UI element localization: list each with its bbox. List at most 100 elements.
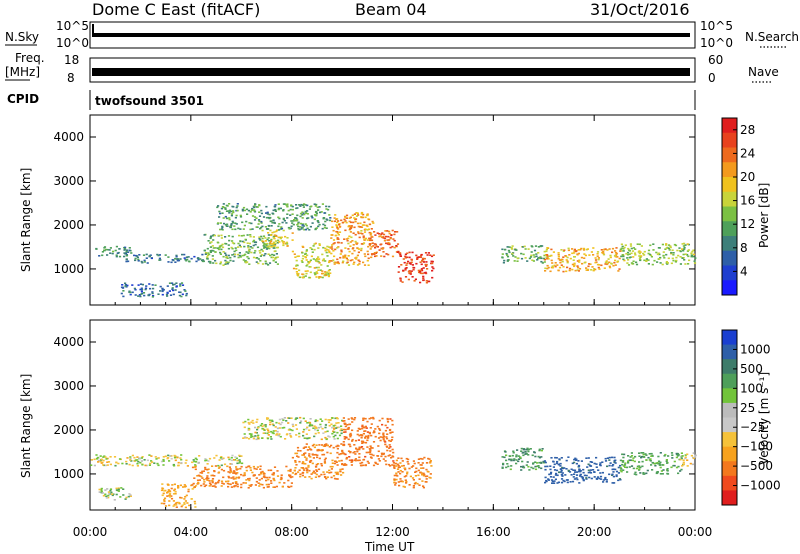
echo-cell	[328, 269, 331, 271]
echo-cell	[264, 240, 267, 242]
echo-cell	[402, 269, 405, 272]
echo-cell	[568, 471, 572, 473]
echo-cell	[532, 462, 535, 464]
echo-cell	[129, 494, 132, 496]
echo-cell	[249, 467, 252, 469]
echo-cell	[320, 438, 323, 441]
echo-cell	[254, 203, 257, 206]
echo-cell	[271, 221, 274, 224]
colorbar-tick-label: 20	[740, 170, 755, 184]
echo-cell	[587, 457, 590, 459]
echo-cell	[314, 242, 317, 245]
echo-cell	[505, 466, 508, 469]
echo-cell	[647, 259, 650, 261]
echo-cell	[548, 473, 551, 476]
echo-cell	[267, 478, 270, 481]
echo-cell	[366, 460, 369, 463]
echo-cell	[338, 226, 341, 228]
echo-cell	[299, 215, 302, 218]
echo-cell	[199, 471, 202, 474]
echo-cell	[391, 464, 394, 466]
echo-cell	[426, 475, 429, 477]
echo-cell	[115, 461, 118, 464]
echo-cell	[588, 471, 592, 473]
echo-cell	[267, 434, 270, 436]
echo-cell	[355, 256, 358, 259]
echo-cell	[370, 417, 373, 419]
echo-cell	[408, 251, 411, 254]
echo-cell	[121, 284, 124, 286]
echo-cell	[566, 260, 569, 263]
echo-cell	[335, 218, 338, 221]
echo-cell	[365, 224, 368, 227]
echo-cell	[318, 276, 321, 278]
echo-cell	[310, 424, 313, 426]
echo-cell	[297, 225, 300, 228]
echo-cell	[243, 209, 246, 212]
echo-cell	[665, 262, 668, 264]
echo-cell	[399, 278, 402, 280]
echo-cell	[329, 465, 332, 468]
echo-cell	[679, 470, 682, 472]
echo-cell	[681, 455, 684, 457]
station-title: Dome C East (fitACF)	[92, 0, 260, 19]
echo-cell	[341, 463, 344, 465]
echo-cell	[100, 490, 103, 493]
echo-cell	[274, 430, 277, 432]
echo-cell	[98, 491, 101, 493]
echo-cell	[249, 246, 252, 248]
echo-cell	[151, 284, 154, 286]
date-title: 31/Oct/2016	[590, 0, 690, 19]
echo-cell	[407, 463, 410, 465]
echo-cell	[389, 446, 392, 448]
echo-cell	[215, 454, 218, 457]
y-tick-label: 3000	[53, 379, 84, 393]
freq-tick-top: 18	[64, 53, 79, 67]
echo-cell	[505, 459, 508, 462]
echo-cell	[591, 266, 594, 268]
echo-cell	[222, 217, 225, 219]
echo-cell	[622, 469, 625, 471]
echo-cell	[201, 470, 204, 473]
echo-cell	[249, 234, 252, 236]
echo-cell	[622, 255, 625, 258]
echo-cell	[671, 457, 674, 459]
echo-cell	[263, 246, 266, 248]
echo-cell	[556, 482, 559, 484]
echo-cell	[350, 464, 353, 466]
echo-cell	[611, 465, 614, 467]
echo-cell	[622, 248, 625, 250]
echo-cell	[334, 248, 337, 251]
echo-cell	[388, 239, 391, 241]
echo-cell	[552, 251, 555, 253]
echo-cell	[362, 426, 365, 428]
echo-cell	[557, 481, 560, 484]
echo-cell	[388, 429, 392, 431]
echo-cell	[666, 262, 669, 264]
echo-cell	[323, 459, 326, 461]
echo-cell	[124, 252, 128, 254]
echo-cell	[602, 252, 605, 255]
echo-cell	[187, 488, 190, 491]
echo-cell	[647, 252, 650, 255]
colorbar-tick-label: 12	[740, 217, 755, 231]
echo-cell	[632, 247, 635, 249]
echo-cell	[243, 254, 246, 257]
echo-cell	[101, 254, 104, 257]
echo-cell	[366, 239, 369, 241]
echo-cell	[362, 448, 365, 450]
echo-cell	[267, 232, 270, 234]
echo-cell	[295, 271, 298, 273]
echo-cell	[191, 461, 194, 464]
echo-cell	[659, 464, 662, 466]
echo-cell	[254, 426, 257, 429]
echo-cell	[672, 259, 675, 262]
echo-cell	[301, 474, 304, 477]
echo-cell	[230, 223, 233, 225]
echo-cell	[362, 459, 365, 461]
nsearch-tick-top: 10^5	[700, 19, 733, 33]
echo-cell	[403, 486, 406, 488]
echo-cell	[314, 432, 317, 435]
echo-cell	[246, 242, 249, 244]
echo-cell	[560, 249, 563, 251]
